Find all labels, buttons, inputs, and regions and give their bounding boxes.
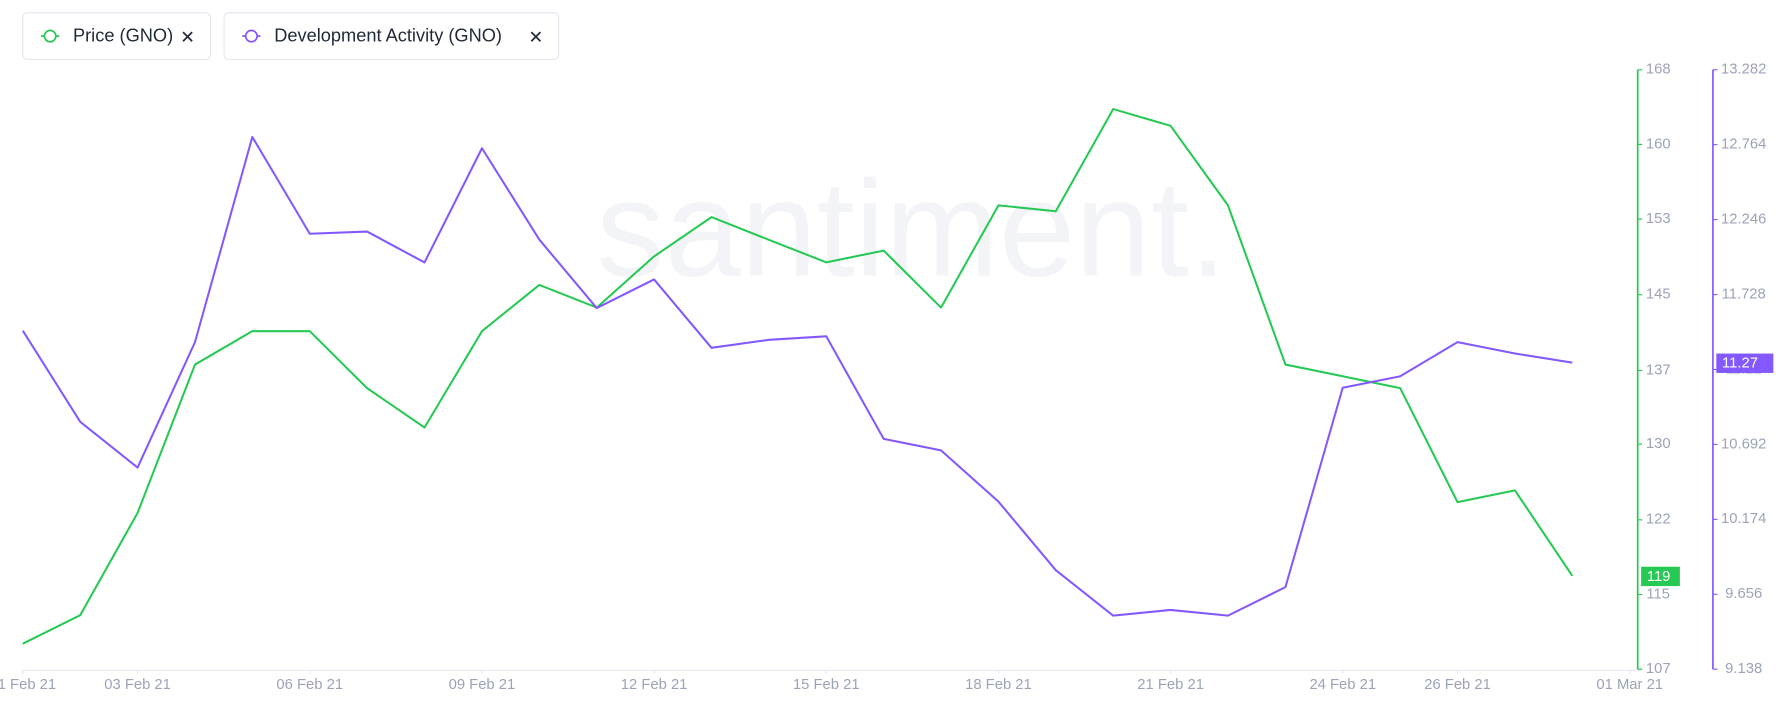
legend-chip (22, 12, 211, 61)
y-tick-label: 145 (1646, 287, 1671, 303)
x-tick-label: 03 Feb 21 (104, 677, 171, 693)
y-tick-label: 160 (1646, 136, 1671, 152)
x-tick-label: 21 Feb 21 (1137, 677, 1204, 693)
y-tick-label: 137 (1646, 362, 1671, 378)
watermark: santiment. (596, 152, 1227, 305)
x-tick-label: 12 Feb 21 (621, 677, 688, 693)
y-tick-label: 168 (1646, 62, 1671, 78)
y-tick-label: 130 (1646, 436, 1671, 452)
y-tick-label: 13.282 (1721, 62, 1766, 78)
y-tick-label: 115 (1646, 586, 1670, 602)
current-value-badge: 11.27 (1716, 353, 1774, 373)
x-tick-label: 01 Feb 21 (0, 677, 56, 693)
legend-label: Development Activity (GNO) (274, 24, 502, 45)
y-tick-label: 11.728 (1722, 286, 1766, 302)
y-tick-label: 10.174 (1721, 511, 1766, 527)
y-tick-label: 10.692 (1721, 436, 1766, 452)
badge-bg (1716, 353, 1774, 373)
legend-marker (244, 29, 258, 43)
legend-item[interactable]: Development Activity (GNO) (223, 12, 560, 61)
y-tick-label: 12.246 (1721, 212, 1766, 228)
x-tick-label: 15 Feb 21 (793, 677, 860, 693)
legend-close[interactable] (182, 31, 193, 42)
y-tick-label: 107 (1646, 661, 1671, 677)
legend-item[interactable]: Price (GNO) (22, 12, 211, 61)
y-tick-label: 9.138 (1725, 661, 1762, 677)
y-tick-label: 9.656 (1725, 586, 1762, 602)
current-value-badge: 119 (1641, 566, 1680, 587)
legend: Price (GNO) Development Activity (GNO) (22, 12, 560, 61)
series-line (22, 108, 1574, 645)
x-tick-label: 18 Feb 21 (965, 677, 1032, 693)
x-tick-label: 09 Feb 21 (449, 677, 516, 693)
x-tick-label: 01 Mar 21 (1596, 677, 1663, 693)
x-tick-label: 24 Feb 21 (1309, 677, 1376, 693)
badge-text: 11.27 (1722, 356, 1758, 372)
badge-text: 119 (1647, 569, 1671, 585)
legend-label: Price (GNO) (73, 24, 173, 45)
y-tick-label: 122 (1646, 512, 1671, 528)
y-tick-label: 153 (1646, 211, 1671, 227)
series-line (21, 135, 1573, 617)
x-tick-label: 26 Feb 21 (1424, 677, 1491, 693)
x-tick-label: 06 Feb 21 (276, 677, 343, 693)
y-tick-label: 12.764 (1721, 137, 1766, 153)
legend-marker (43, 29, 57, 43)
badge-bg (1641, 566, 1680, 587)
legend-close[interactable] (530, 31, 542, 42)
legend-chip (223, 12, 560, 61)
